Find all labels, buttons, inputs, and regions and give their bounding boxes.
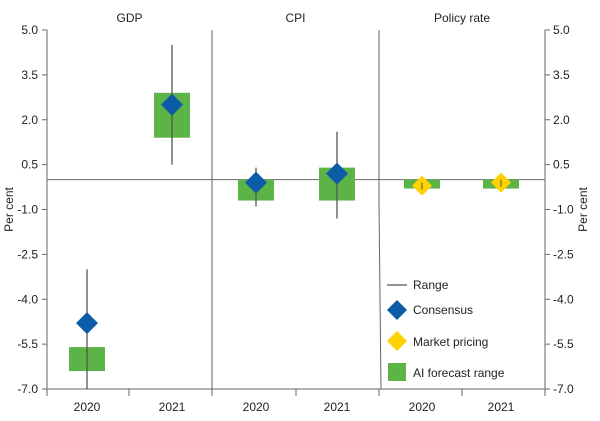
- y-tick-label-right: 5.0: [553, 23, 570, 37]
- x-tick-label: 2021: [488, 400, 515, 414]
- legend-ai-forecast-label: AI forecast range: [413, 366, 505, 380]
- legend-consensus-swatch: [387, 300, 407, 320]
- consensus-marker: [245, 171, 267, 194]
- consensus-marker: [161, 93, 183, 116]
- panel-title: CPI: [285, 11, 305, 25]
- x-tick-label: 2020: [409, 400, 436, 414]
- y-tick-label-right: -2.5: [553, 247, 574, 261]
- consensus-marker: [76, 312, 98, 335]
- legend-consensus-label: Consensus: [413, 303, 473, 317]
- y-tick-label-left: 0.5: [21, 158, 38, 172]
- panel-divider: [378, 204, 382, 390]
- y-tick-label-left: -5.5: [17, 337, 38, 351]
- y-tick-label-left: -1.0: [17, 203, 38, 217]
- legend-market-pricing-swatch: [387, 331, 407, 351]
- y-axis-title-left: Per cent: [2, 186, 16, 231]
- y-tick-label-right: -7.0: [553, 382, 574, 396]
- y-tick-label-left: -2.5: [17, 247, 38, 261]
- legend-range-label: Range: [413, 278, 449, 292]
- y-tick-label-left: -7.0: [17, 382, 38, 396]
- y-tick-label-right: -4.0: [553, 292, 574, 306]
- y-tick-label-left: -4.0: [17, 292, 38, 306]
- y-tick-label-right: 0.5: [553, 158, 570, 172]
- y-axis-title-right: Per cent: [576, 186, 590, 231]
- legend-market-pricing-label: Market pricing: [413, 335, 488, 349]
- y-tick-label-right: 3.5: [553, 68, 570, 82]
- legend-ai-forecast-swatch: [388, 363, 406, 381]
- y-tick-label-left: 3.5: [21, 68, 38, 82]
- y-tick-label-right: -1.0: [553, 203, 574, 217]
- y-tick-label-right: -5.5: [553, 337, 574, 351]
- x-tick-label: 2021: [159, 400, 186, 414]
- x-tick-label: 2021: [324, 400, 351, 414]
- x-tick-label: 2020: [74, 400, 101, 414]
- y-tick-label-left: 2.0: [21, 113, 38, 127]
- y-tick-label-right: 2.0: [553, 113, 570, 127]
- x-tick-label: 2020: [243, 400, 270, 414]
- panel-title: GDP: [116, 11, 142, 25]
- y-tick-label-left: 5.0: [21, 23, 38, 37]
- consensus-marker: [326, 162, 348, 185]
- panel-title: Policy rate: [434, 11, 490, 25]
